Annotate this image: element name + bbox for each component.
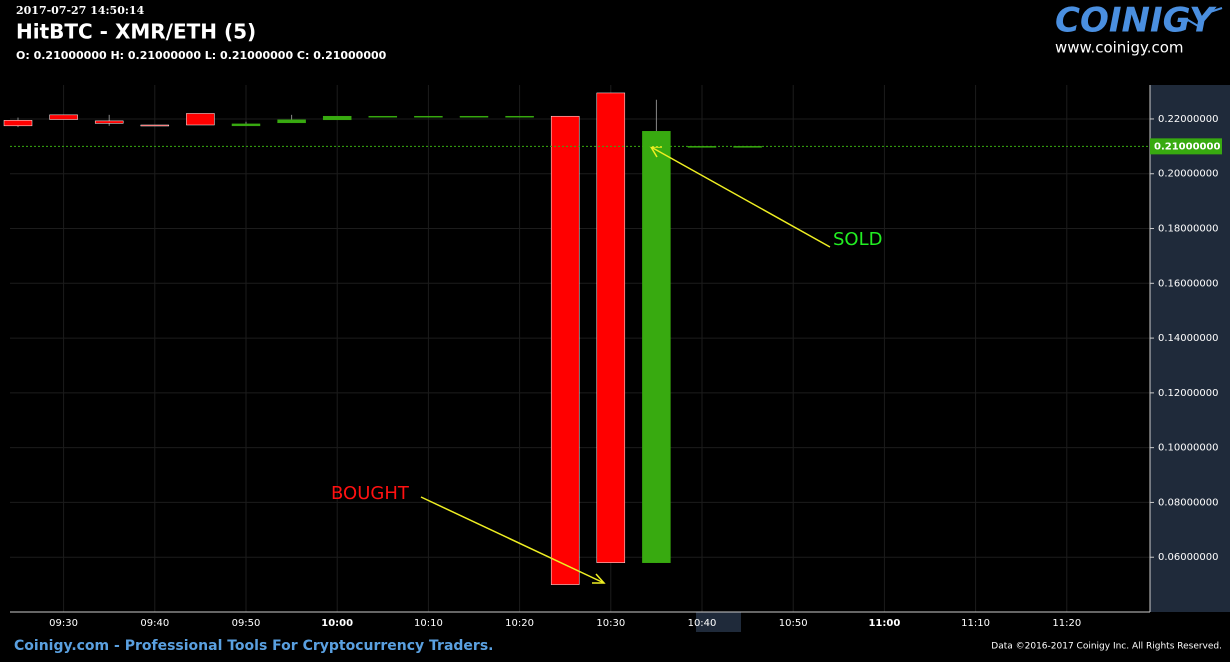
candle-body xyxy=(414,115,443,118)
y-tick-label: 0.06000000 xyxy=(1158,552,1218,563)
candle-body xyxy=(505,115,534,118)
x-tick-label: 11:10 xyxy=(961,618,990,629)
x-tick-label: 09:40 xyxy=(140,618,169,629)
timestamp: 2017-07-27 14:50:14 xyxy=(16,4,145,17)
x-tick-label: 10:30 xyxy=(596,618,625,629)
crosshair-time-box xyxy=(696,612,741,632)
price-axis-panel xyxy=(1150,85,1230,612)
candle-body xyxy=(186,113,215,126)
logo-graph xyxy=(1177,7,1223,31)
sold-arrowhead xyxy=(649,146,662,158)
footer-tagline: Coinigy.com - Professional Tools For Cry… xyxy=(14,638,493,654)
bought-arrowhead xyxy=(592,573,606,584)
last-price-label: 0.21000000 xyxy=(1154,141,1220,152)
candles xyxy=(3,92,762,585)
candle-body xyxy=(94,120,124,124)
y-tick-label: 0.12000000 xyxy=(1158,388,1218,399)
logo-name: COINIGY xyxy=(1055,1,1217,41)
x-tick-label: 10:10 xyxy=(414,618,443,629)
chart-title: HitBTC - XMR/ETH (5) xyxy=(16,20,256,44)
y-tick-label: 0.14000000 xyxy=(1158,333,1218,344)
annotation-sold: SOLD xyxy=(833,229,882,250)
candle-body xyxy=(277,119,306,124)
logo-url: www.coinigy.com xyxy=(1055,39,1184,57)
candle-body xyxy=(459,115,489,118)
x-tick-label: 10:40 xyxy=(688,618,717,629)
x-tick-label: 10:50 xyxy=(779,618,808,629)
sold-arrow xyxy=(650,146,831,248)
last-price-box xyxy=(1150,138,1222,155)
y-tick-label: 0.08000000 xyxy=(1158,497,1218,508)
y-tick-label: 0.16000000 xyxy=(1158,278,1218,289)
y-tick-label: 0.20000000 xyxy=(1158,169,1218,180)
candle-body xyxy=(368,115,398,118)
x-tick-label: 10:00 xyxy=(321,618,353,629)
bought-arrow xyxy=(420,496,605,584)
y-tick-label: 0.18000000 xyxy=(1158,224,1218,235)
annotation-arrows xyxy=(420,146,831,584)
annotation-bought: BOUGHT xyxy=(331,483,410,504)
y-tick-label: 0.22000000 xyxy=(1158,114,1218,125)
ohlc-readout: O: 0.21000000 H: 0.21000000 L: 0.2100000… xyxy=(16,49,387,62)
candle-body xyxy=(49,114,78,120)
grid xyxy=(10,85,1150,612)
candle-body xyxy=(596,92,626,563)
candle-body xyxy=(322,115,352,121)
x-tick-label: 11:00 xyxy=(868,618,900,629)
candle-body xyxy=(3,120,33,127)
x-tick-label: 10:20 xyxy=(505,618,534,629)
candle-body xyxy=(140,124,170,127)
y-tick-label: 0.10000000 xyxy=(1158,443,1218,454)
footer-copyright: Data ©2016-2017 Coinigy Inc. All Rights … xyxy=(991,642,1222,652)
candle-body xyxy=(231,123,261,127)
x-tick-label: 09:30 xyxy=(49,618,78,629)
candle-body xyxy=(550,115,580,585)
candle-body xyxy=(642,131,671,563)
x-tick-label: 09:50 xyxy=(232,618,261,629)
x-tick-label: 11:20 xyxy=(1052,618,1081,629)
